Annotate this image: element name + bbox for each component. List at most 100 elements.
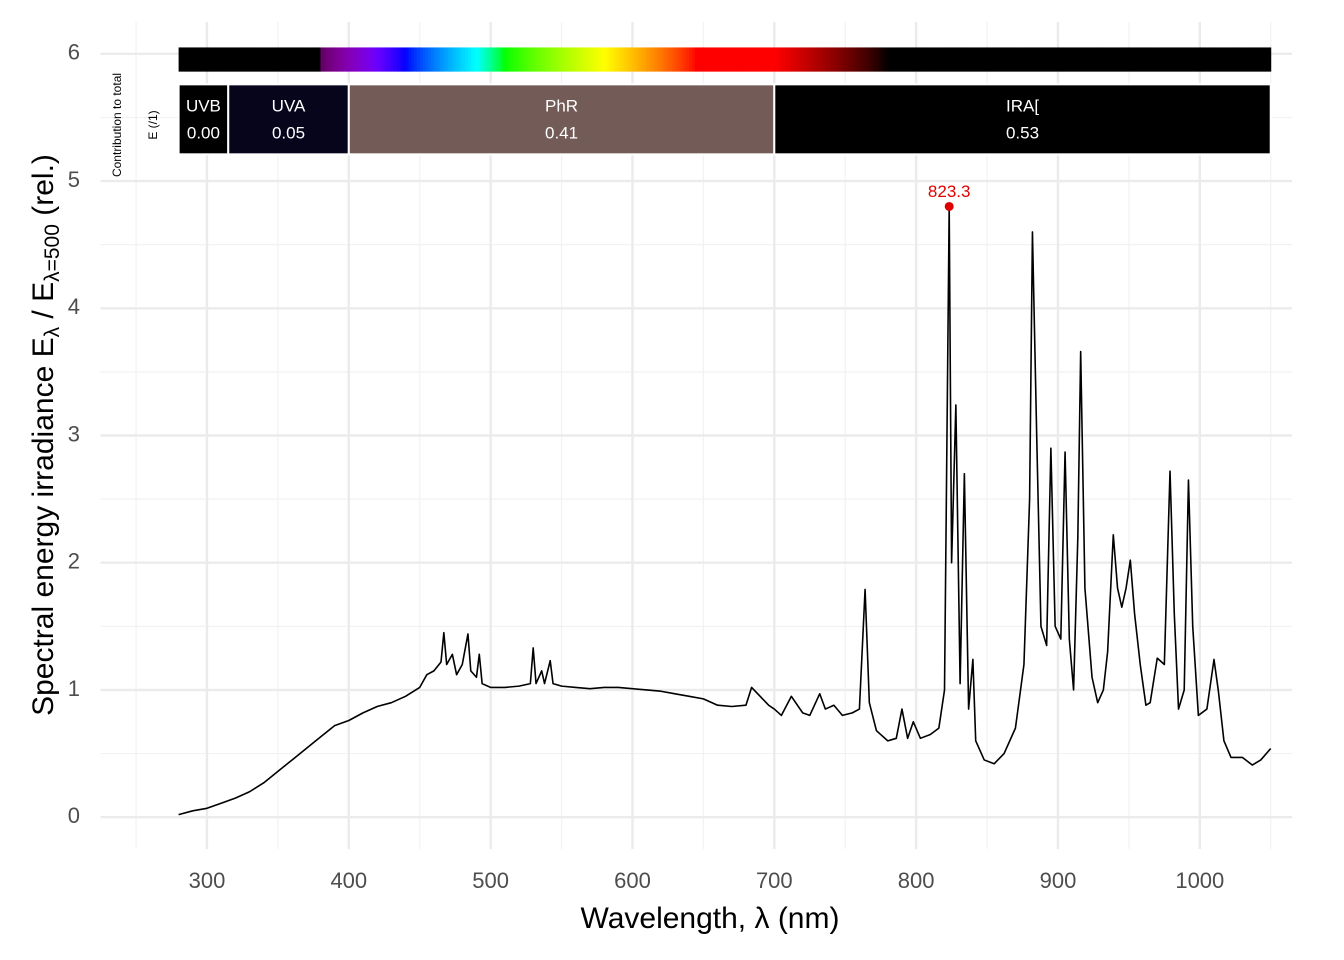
spectrum-strip — [501, 47, 506, 72]
spectrum-strip — [882, 47, 886, 72]
spectrum-strip — [638, 47, 642, 72]
spectrum-strip — [362, 47, 367, 72]
spectrum-strip — [1074, 47, 1079, 72]
spectrum-strip — [442, 47, 446, 72]
spectrum-strip — [516, 47, 520, 72]
spectrum-strip — [1015, 47, 1019, 72]
spectrum-strip — [1120, 47, 1124, 72]
spectrum-strip — [1089, 47, 1093, 72]
spectrum-strip — [1069, 47, 1073, 72]
spectrum-strip — [950, 47, 954, 72]
spectrum-strip — [904, 47, 909, 72]
spectrum-strip — [405, 47, 409, 72]
spectrum-strip — [428, 47, 432, 72]
spectrum-strip — [323, 47, 327, 72]
spectrum-strip — [1225, 47, 1229, 72]
spectrum-strip — [206, 47, 211, 72]
spectrum-strip — [896, 47, 900, 72]
spectrum-strip — [431, 47, 435, 72]
spectrum-strip — [187, 47, 191, 72]
spectrum-strip — [686, 47, 690, 72]
spectrum-strip — [961, 47, 965, 72]
peak-marker — [944, 201, 954, 211]
spectrum-strip — [547, 47, 551, 72]
spectrum-strip — [779, 47, 784, 72]
spectrum-strip — [887, 47, 892, 72]
spectrum-strip — [1086, 47, 1090, 72]
spectrum-strip — [635, 47, 639, 72]
spectrum-strip — [984, 47, 988, 72]
spectrum-strip — [782, 47, 787, 72]
spectrum-strip — [1066, 47, 1070, 72]
spectrum-strip — [479, 47, 483, 72]
x-tick-label: 1000 — [1175, 868, 1224, 893]
spectrum-strip — [797, 47, 801, 72]
spectrum-strip — [348, 47, 353, 72]
spectrum-strip — [340, 47, 344, 72]
spectrum-strip — [277, 47, 282, 72]
spectrum-strip — [714, 47, 719, 72]
y-title-part: (rel.) — [27, 154, 60, 224]
spectrum-strip — [748, 47, 753, 72]
x-tick-label: 300 — [189, 868, 226, 893]
spectrum-strip — [791, 47, 795, 72]
spectrum-strip — [541, 47, 546, 72]
spectrum-strip — [655, 47, 659, 72]
spectrum-strip — [558, 47, 563, 72]
spectrum-strip — [663, 47, 668, 72]
spectrum-strip — [402, 47, 407, 72]
spectrum-strip — [1162, 47, 1167, 72]
spectrum-strip — [482, 47, 486, 72]
spectrum-strip — [1128, 47, 1133, 72]
spectrum-strip — [646, 47, 650, 72]
spectrum-strip — [632, 47, 636, 72]
spectrum-strip — [762, 47, 767, 72]
x-tick-label: 800 — [898, 868, 935, 893]
spectrum-strip — [972, 47, 977, 72]
spectrum-strip — [226, 47, 231, 72]
spectrum-strip — [235, 47, 239, 72]
spectrum-strip — [1043, 47, 1048, 72]
spectrum-strip — [258, 47, 262, 72]
spectrum-strip — [221, 47, 225, 72]
spectrum-strip — [394, 47, 398, 72]
waveband-value: 0.53 — [1006, 123, 1039, 142]
spectrum-strip — [198, 47, 202, 72]
spectrum-strip — [652, 47, 656, 72]
spectrum-strip — [848, 47, 852, 72]
spectrum-strip — [1094, 47, 1099, 72]
spectrum-strip — [703, 47, 707, 72]
spectrum-strip — [760, 47, 764, 72]
spectrum-strip — [209, 47, 214, 72]
spectrum-strip — [728, 47, 733, 72]
spectrum-strip — [317, 47, 321, 72]
spectrum-line — [178, 205, 1272, 816]
spectrum-strip — [564, 47, 568, 72]
spectrum-strip — [181, 47, 185, 72]
spectrum-strip — [694, 47, 699, 72]
y-title-part: / E — [27, 282, 60, 327]
spectrum-strip — [519, 47, 523, 72]
spectrum-strip — [1267, 47, 1272, 72]
spectrum-strip — [992, 47, 997, 72]
spectrum-strip — [859, 47, 863, 72]
spectrum-strip — [899, 47, 903, 72]
spectrum-strip — [499, 47, 503, 72]
spectrum-strip — [726, 47, 730, 72]
spectrum-strip — [924, 47, 928, 72]
spectrum-strip — [785, 47, 789, 72]
spectrum-strip — [1057, 47, 1062, 72]
spectrum-strip — [901, 47, 906, 72]
spectrum-strip — [604, 47, 608, 72]
spectrum-strip — [354, 47, 358, 72]
spectrum-strip — [1196, 47, 1201, 72]
spectrum-strip — [246, 47, 251, 72]
spectrum-strip — [794, 47, 798, 72]
spectrum-strip — [1137, 47, 1141, 72]
spectrum-strip — [658, 47, 662, 72]
spectrum-strip — [496, 47, 500, 72]
spectrum-strip — [286, 47, 290, 72]
spectrum-strip — [397, 47, 401, 72]
spectrum-strip — [459, 47, 463, 72]
spectrum-strip — [941, 47, 946, 72]
